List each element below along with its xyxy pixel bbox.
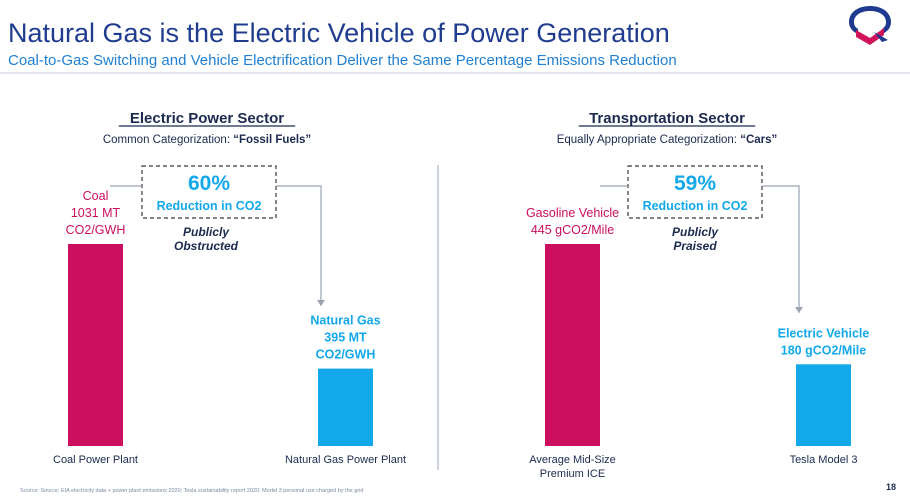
power-category-label-0-0: Coal Power Plant [53, 454, 138, 466]
power-connector-arrowhead [317, 300, 325, 306]
transport-panel-title: Transportation Sector [589, 110, 745, 127]
transport-bar-label-1-1: 180 gCO2/Mile [781, 343, 866, 357]
power-subtitle-emphasis: “Fossil Fuels” [233, 134, 311, 146]
power-connector-right [276, 185, 322, 306]
transport-category-label-0-0: Average Mid-Size [529, 454, 616, 466]
power-bar-after [318, 368, 373, 446]
power-panel-title: Electric Power Sector [130, 110, 284, 127]
power-panel-subtitle: Common Categorization: “Fossil Fuels” [103, 134, 311, 146]
power-bar-label-0-1: 1031 MT [71, 206, 121, 220]
transport-annotation-0: Publicly [672, 225, 719, 239]
page-title: Natural Gas is the Electric Vehicle of P… [8, 18, 670, 48]
transport-bar-after [796, 364, 851, 446]
transport-connector-arrowhead [795, 307, 803, 313]
power-bar-label-1-0: Natural Gas [310, 314, 380, 328]
power-annotation-1: Obstructed [174, 239, 239, 253]
transport-panel-subtitle: Equally Appropriate Categorization: “Car… [557, 134, 778, 146]
power-bar-label-0-0: Coal [83, 189, 109, 203]
transport-callout-text: Reduction in CO2 [643, 199, 748, 213]
power-category-label-1-0: Natural Gas Power Plant [285, 454, 406, 466]
power-bar-before [68, 244, 123, 446]
transport-callout-percent: 59% [674, 172, 716, 195]
transport-bar-before [545, 244, 600, 446]
company-logo-q-icon [849, 6, 891, 45]
transport-connector-right [762, 185, 800, 313]
transport-annotation-1: Praised [673, 239, 717, 253]
power-callout-percent: 60% [188, 172, 230, 195]
transport-callout-box [627, 165, 763, 219]
transport-bar-label-1-0: Electric Vehicle [778, 326, 870, 340]
power-bar-label-0-2: CO2/GWH [66, 223, 126, 237]
power-callout-box [141, 165, 277, 219]
transport-subtitle-prefix: Equally Appropriate Categorization: [557, 134, 740, 146]
power-bar-label-1-1: 395 MT [324, 331, 367, 345]
power-callout-text: Reduction in CO2 [157, 199, 262, 213]
transport-bar-label-0-1: 445 gCO2/Mile [531, 223, 614, 237]
power-bar-label-1-2: CO2/GWH [316, 348, 376, 362]
page-subtitle: Coal-to-Gas Switching and Vehicle Electr… [8, 52, 677, 69]
page-number: 18 [885, 482, 896, 492]
transport-category-label-1-0: Tesla Model 3 [790, 454, 858, 466]
transport-bar-label-0-0: Gasoline Vehicle [526, 206, 619, 220]
power-annotation-0: Publicly [183, 225, 230, 239]
header-divider [0, 72, 910, 74]
footer-source: Source: Source: EIA electricity data + p… [20, 488, 364, 494]
power-subtitle-prefix: Common Categorization: [103, 134, 233, 146]
transport-subtitle-emphasis: “Cars” [740, 134, 777, 146]
transport-category-label-0-1: Premium ICE [540, 468, 605, 480]
